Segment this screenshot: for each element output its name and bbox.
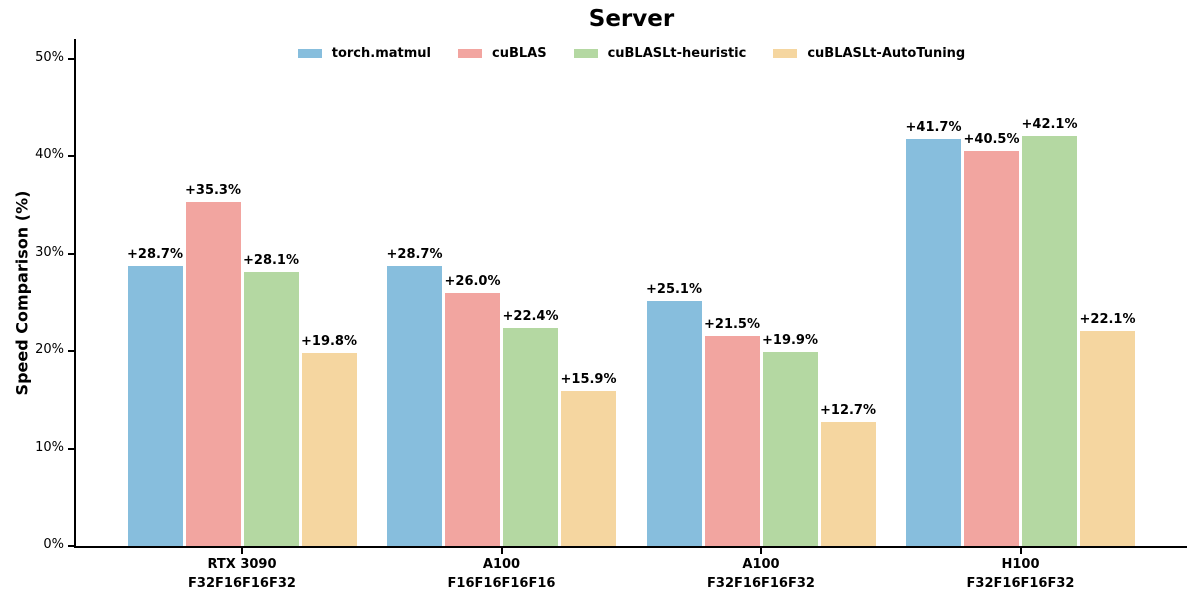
bar-value-label: +22.1% [1079, 311, 1136, 327]
y-tick-mark [68, 57, 74, 60]
bar [503, 327, 558, 546]
bar [445, 292, 500, 546]
y-tick-label: 10% [35, 439, 64, 455]
legend-swatch [773, 49, 798, 58]
x-tick-label: RTX 3090 F32F16F16F32 [188, 555, 296, 593]
bar-value-label: +42.1% [1021, 116, 1078, 132]
bar [820, 422, 876, 546]
bar [185, 201, 241, 546]
bar-value-label: +25.1% [646, 282, 702, 298]
bar-value-label: +35.3% [185, 182, 241, 198]
y-axis-label: Speed Comparison (%) [12, 190, 32, 396]
x-tick-label-line2: F32F16F16F32 [188, 576, 296, 591]
legend-label: torch.matmul [331, 46, 431, 61]
bar-value-label: +19.9% [762, 332, 818, 348]
x-axis-spine [74, 546, 1187, 548]
x-tick-label-line2: F32F16F16F32 [966, 576, 1075, 591]
legend-swatch [573, 49, 598, 58]
y-tick-label: 20% [35, 342, 64, 357]
y-tick-mark [68, 350, 74, 352]
bar-value-label: +19.8% [301, 333, 357, 349]
legend-item: cuBLAS [457, 46, 547, 61]
bar-value-label: +26.0% [444, 273, 501, 289]
y-tick-mark [68, 447, 74, 450]
bar [1022, 135, 1077, 546]
y-tick-label: 50% [35, 49, 64, 65]
bar [301, 352, 357, 546]
bar [762, 351, 818, 546]
bar-value-label: +21.5% [704, 317, 760, 333]
x-tick-label: A100 F16F16F16F16 [448, 555, 556, 593]
plot-area: torch.matmul cuBLAS cuBLASLt-heuristic cuBL… [76, 40, 1187, 546]
bar [243, 272, 299, 546]
bar [704, 336, 760, 546]
bar-value-label: +40.5% [963, 132, 1020, 148]
legend-label: cuBLAS [491, 46, 547, 61]
y-axis-spine [74, 39, 76, 548]
bar-group: +28.7% +35.3% +28.1% +19.8% [126, 40, 358, 546]
bar-group: +25.1% +21.5% +19.9% +12.7% [645, 40, 877, 546]
bar [387, 266, 442, 546]
y-tick-label: 30% [35, 244, 64, 260]
bar-value-label: +22.4% [502, 308, 559, 324]
y-tick-label: 40% [35, 147, 64, 162]
x-tick-label-line1: A100 [742, 557, 780, 572]
legend: torch.matmul cuBLAS cuBLASLt-heuristic cuBL… [76, 46, 1187, 61]
legend-item: cuBLASLt-AutoTuning [773, 46, 965, 61]
y-tick-label: 0% [43, 537, 64, 552]
bar-value-label: +28.7% [386, 247, 443, 263]
x-tick-label-line1: A100 [482, 557, 521, 572]
x-tick-label: H100 F32F16F16F32 [967, 555, 1075, 593]
bar-group: +41.7% +40.5% +42.1% +22.1% [905, 40, 1137, 546]
bar-value-label: +41.7% [905, 120, 962, 136]
bar-value-label: +15.9% [560, 371, 617, 387]
x-tick-mark [500, 548, 503, 554]
x-tick-mark [760, 548, 762, 554]
legend-item: cuBLASLt-heuristic [573, 46, 747, 61]
bar-group: +28.7% +26.0% +22.4% +15.9% [386, 40, 618, 546]
bar-value-label: +28.7% [127, 247, 183, 263]
y-tick-mark [68, 545, 74, 547]
chart-title: Server [588, 6, 675, 32]
y-tick-mark [68, 155, 74, 157]
legend-label: cuBLASLt-AutoTuning [807, 46, 966, 61]
bar [906, 139, 961, 546]
x-tick-label-line1: H100 [1001, 557, 1040, 572]
bar-value-label: +28.1% [243, 253, 299, 269]
legend-swatch [297, 49, 322, 58]
bar [127, 266, 183, 546]
x-tick-label: A100 F32F16F16F32 [707, 555, 815, 593]
x-tick-mark [241, 548, 243, 554]
bar [1080, 330, 1135, 546]
bar [964, 151, 1019, 546]
legend-label: cuBLASLt-heuristic [607, 46, 747, 61]
x-tick-label-line2: F32F16F16F32 [707, 576, 815, 591]
x-tick-label-line1: RTX 3090 [207, 557, 277, 572]
x-tick-mark [1019, 548, 1022, 554]
bar [646, 301, 702, 546]
y-tick-mark [68, 252, 74, 255]
legend-item: torch.matmul [297, 46, 431, 61]
legend-swatch [457, 49, 482, 58]
bar [561, 390, 616, 546]
bar-value-label: +12.7% [820, 403, 876, 419]
x-tick-label-line2: F16F16F16F16 [447, 576, 556, 591]
